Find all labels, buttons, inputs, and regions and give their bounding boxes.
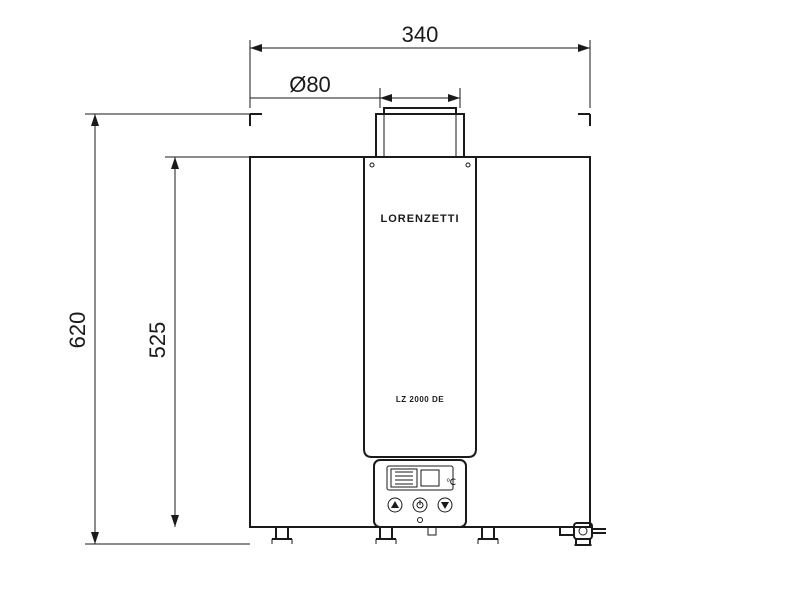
dim-width-label: 340 <box>402 22 439 47</box>
flue-outlet <box>250 108 590 157</box>
front-panel: LORENZETTI LZ 2000 DE <box>364 157 476 457</box>
chevron-down-icon <box>441 502 449 509</box>
chevron-up-icon <box>391 501 399 508</box>
dim-height-525: 525 <box>145 157 250 527</box>
control-unit: ℃ <box>374 460 466 527</box>
display-unit-icon: ℃ <box>446 477 456 487</box>
display-screen: ℃ <box>387 466 456 490</box>
button-down[interactable] <box>438 498 452 512</box>
button-up[interactable] <box>388 498 402 512</box>
technical-drawing: 340 Ø80 620 525 <box>0 0 800 600</box>
dim-diameter-80: Ø80 <box>250 72 460 108</box>
dim-height-total-label: 620 <box>65 312 90 349</box>
button-power[interactable] <box>413 498 427 512</box>
dim-diameter-label: Ø80 <box>289 72 331 97</box>
brand-label: LORENZETTI <box>380 213 459 225</box>
dim-height-body-label: 525 <box>145 322 170 359</box>
model-label: LZ 2000 DE <box>396 395 444 404</box>
indicator-dot <box>418 518 423 523</box>
